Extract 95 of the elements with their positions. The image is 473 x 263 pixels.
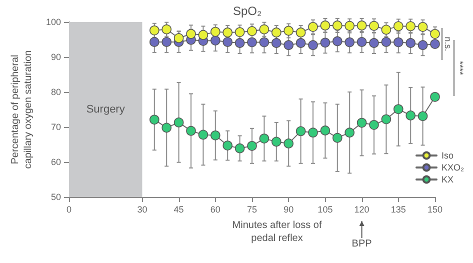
point (234, 38, 245, 48)
point (210, 130, 220, 140)
point (150, 26, 160, 36)
point (332, 132, 342, 143)
point (430, 29, 440, 39)
point (174, 118, 184, 128)
point (272, 136, 282, 147)
point (234, 27, 245, 38)
point (272, 38, 282, 48)
point (296, 38, 306, 48)
x-tick-label: 120 (354, 204, 370, 214)
point (272, 28, 282, 38)
point (259, 134, 270, 144)
legend-label: KXO₂ (442, 162, 465, 172)
point (198, 30, 208, 40)
legend-label: Iso (442, 150, 454, 160)
point (418, 111, 428, 122)
y-axis-title: Percentage of peripheral capillary oxygen saturation (10, 50, 34, 169)
x-tick-label: 150 (427, 204, 443, 214)
y-tick-label: 50 (50, 192, 61, 202)
point (259, 24, 270, 34)
point (320, 20, 330, 30)
legend-label: KX (442, 174, 454, 184)
point (332, 20, 342, 30)
point (210, 26, 220, 37)
point (320, 126, 330, 136)
point (406, 21, 416, 32)
point (284, 40, 294, 50)
point (356, 118, 367, 128)
x-tick-label: 105 (318, 204, 333, 214)
point (198, 130, 208, 140)
point (210, 36, 220, 46)
point (308, 128, 318, 138)
point (369, 20, 379, 31)
point (406, 38, 416, 48)
point (174, 33, 184, 43)
x-axis-title: Minutes after loss of pedal reflex (232, 220, 322, 244)
point (381, 24, 392, 35)
point (234, 143, 245, 154)
text: **** (455, 60, 465, 76)
point (344, 128, 354, 138)
y-tick-label: 70 (50, 122, 61, 132)
band-label: Surgery (86, 104, 126, 116)
x-tick-label: 45 (174, 204, 184, 214)
y-tick-label: 100 (46, 17, 61, 27)
point (186, 126, 196, 136)
point (381, 114, 392, 124)
point (222, 140, 232, 150)
point (284, 138, 294, 148)
chart-title: SpO₂ (233, 4, 262, 18)
point (381, 37, 392, 47)
x-tick-label: 75 (246, 204, 258, 214)
point (296, 28, 306, 38)
x-tick-label: 0 (66, 204, 72, 214)
point (344, 20, 354, 31)
point (259, 37, 270, 48)
annotation: BPP (352, 238, 372, 250)
point (356, 20, 367, 30)
point (418, 22, 428, 32)
text: n.s. (443, 36, 453, 52)
point (344, 37, 354, 48)
point (150, 114, 160, 125)
y-tick-label: 80 (50, 87, 61, 97)
point (247, 141, 257, 151)
y-tick-label: 90 (50, 52, 61, 62)
y-tick-label: 60 (50, 157, 61, 167)
x-tick-label: 30 (137, 204, 148, 214)
point (369, 120, 379, 130)
x-tick-label: 90 (284, 204, 294, 214)
point (162, 122, 172, 133)
point (308, 40, 318, 50)
point (356, 37, 367, 47)
point (369, 38, 379, 48)
point (320, 38, 330, 48)
point (308, 22, 318, 32)
point (430, 39, 440, 49)
point (150, 37, 160, 47)
x-tick-label: 135 (390, 204, 406, 214)
point (394, 104, 404, 114)
x-tick-label: 60 (210, 204, 220, 214)
point (162, 24, 172, 34)
point (247, 37, 257, 48)
point (186, 29, 196, 39)
point (394, 21, 404, 32)
point (162, 37, 172, 47)
point (430, 92, 440, 102)
point (284, 26, 294, 36)
point (222, 28, 232, 38)
point (222, 37, 232, 47)
point (247, 26, 257, 36)
point (418, 40, 428, 50)
point (406, 110, 416, 120)
point (332, 36, 342, 46)
point (296, 126, 306, 136)
point (394, 37, 404, 48)
